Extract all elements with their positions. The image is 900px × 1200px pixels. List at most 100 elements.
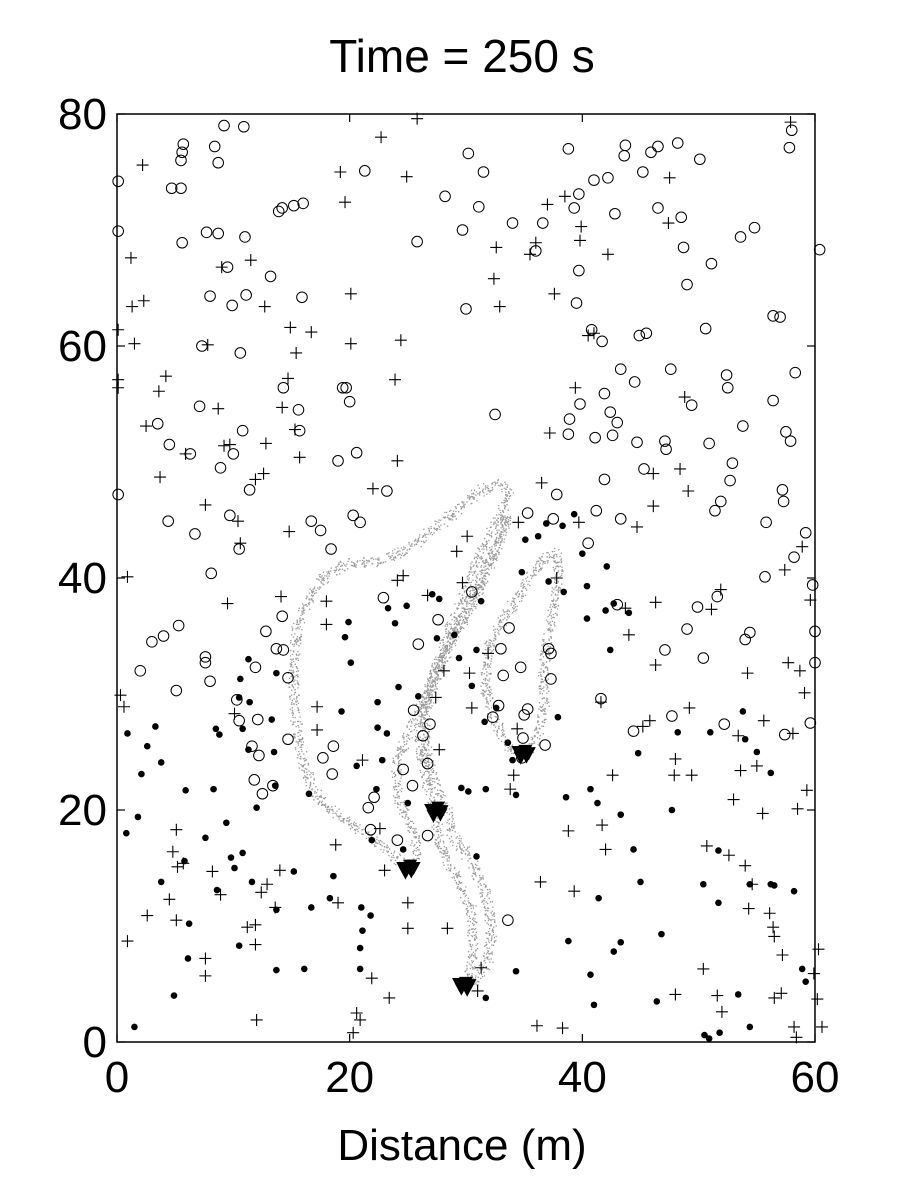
plume-particle: [319, 576, 321, 578]
plume-particle: [488, 533, 490, 536]
plume-particle: [320, 796, 322, 798]
plume-particle: [459, 847, 461, 849]
plume-particle: [428, 698, 430, 700]
plume-particle: [443, 636, 445, 638]
open-circle-point: [783, 141, 796, 154]
filled-dot-point: [504, 739, 512, 747]
plume-particle: [405, 813, 407, 816]
plume-particle: [466, 965, 468, 967]
plume-particle: [457, 631, 460, 634]
plume-particle: [506, 504, 508, 506]
plume-particle: [507, 484, 509, 486]
plume-particle: [437, 793, 439, 795]
open-circle-point: [224, 509, 236, 522]
plume-particle: [525, 577, 527, 580]
source-triangle-point: [460, 983, 475, 997]
plume-particle: [433, 834, 435, 836]
plume-particle: [420, 546, 422, 548]
plume-particle: [305, 779, 307, 781]
plume-particle: [472, 492, 474, 494]
plume-particle: [436, 817, 439, 819]
plume-particle: [392, 854, 394, 857]
plume-particle: [514, 597, 516, 600]
plume-particle: [504, 505, 507, 508]
plume-particle: [476, 937, 478, 939]
filled-dot-point: [290, 868, 298, 875]
plume-particle: [441, 659, 443, 661]
plume-particle: [442, 639, 444, 641]
plume-particle: [507, 747, 509, 749]
plume-particle: [468, 577, 470, 579]
plume-particle: [553, 616, 555, 619]
plume-particle: [292, 716, 294, 719]
open-circle-point: [774, 311, 786, 323]
filled-dot-point: [374, 698, 381, 706]
plume-particle: [463, 621, 466, 623]
plume-particle: [543, 719, 545, 721]
plume-particle: [428, 742, 430, 744]
plume-particle: [459, 627, 461, 629]
plume-band-0: [287, 478, 514, 986]
plume-particle: [556, 554, 558, 556]
plume-particle: [366, 560, 368, 562]
plume-particle: [507, 522, 509, 524]
plume-particle: [466, 961, 469, 963]
plume-particle: [494, 545, 496, 547]
plume-particle: [484, 897, 486, 900]
plume-particle: [416, 723, 418, 725]
plume-particle: [434, 799, 436, 801]
plume-particle: [394, 776, 396, 778]
plume-particle: [492, 931, 495, 934]
plume-particle: [534, 569, 536, 571]
plume-particle: [524, 587, 527, 590]
plume-particle: [496, 628, 498, 630]
plume-particle: [553, 554, 555, 556]
open-circle-point: [748, 221, 761, 234]
open-circle-point: [638, 463, 650, 475]
plume-particle: [480, 977, 482, 980]
plume-particle: [438, 793, 440, 795]
plume-particle: [552, 616, 554, 619]
filled-dot-point: [270, 748, 278, 756]
plume-particle: [485, 568, 488, 570]
plume-particle: [450, 614, 452, 617]
plume-particle: [322, 577, 325, 579]
plume-particle: [404, 817, 406, 819]
plume-particle: [522, 595, 524, 597]
plus-point: [788, 1020, 801, 1033]
plume-particle: [488, 539, 490, 542]
plume-particle: [491, 944, 493, 946]
plume-particle: [423, 773, 425, 776]
plume-particle: [413, 836, 415, 838]
plume-particle: [355, 823, 357, 825]
plume-particle: [436, 783, 439, 785]
plume-particle: [500, 527, 502, 529]
plume-particle: [504, 617, 506, 619]
plume-particle: [430, 784, 432, 786]
open-circle-point: [256, 787, 269, 800]
open-circle-point: [406, 779, 419, 792]
plume-particle: [507, 617, 509, 619]
plume-particle: [401, 749, 404, 751]
filled-dot-point: [482, 785, 490, 793]
plume-particle: [332, 810, 334, 812]
plume-particle: [461, 842, 463, 844]
plume-particle: [420, 750, 422, 752]
plume-particle: [433, 796, 435, 798]
plume-particle: [556, 613, 558, 615]
plume-particle: [298, 610, 300, 612]
open-circle-point: [276, 610, 288, 623]
plume-particle: [437, 794, 439, 797]
plume-particle: [544, 676, 546, 678]
plume-particle: [335, 568, 338, 570]
plume-particle: [469, 945, 472, 947]
plume-particle: [477, 971, 480, 973]
plume-particle: [380, 562, 382, 564]
plus-point: [490, 241, 503, 254]
plume-particle: [502, 509, 504, 512]
plume-particle: [535, 729, 537, 731]
filled-dot-point: [468, 682, 476, 690]
plus-point: [234, 537, 247, 550]
plume-particle: [551, 606, 554, 608]
plume-particle: [545, 713, 547, 715]
